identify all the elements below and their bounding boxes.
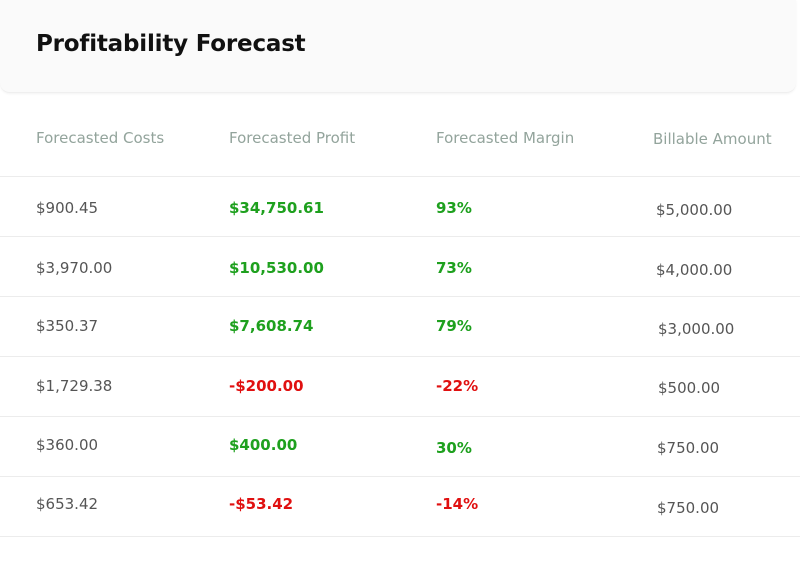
table-row: $1,729.38 -$200.00 -22% $500.00 [0, 357, 800, 417]
cell-forecasted-margin: 93% [436, 199, 472, 217]
table-row: $900.45 $34,750.61 93% $5,000.00 [0, 177, 800, 237]
column-header-forecasted-margin: Forecasted Margin [436, 129, 575, 147]
cell-forecasted-profit: -$200.00 [229, 377, 304, 395]
cell-forecasted-margin: 73% [436, 259, 472, 277]
cell-forecasted-cost: $653.42 [36, 495, 99, 513]
cell-forecasted-profit: $10,530.00 [229, 259, 324, 277]
cell-billable-amount: $3,000.00 [658, 320, 735, 338]
cell-billable-amount: $500.00 [658, 379, 721, 397]
cell-billable-amount: $750.00 [657, 439, 720, 457]
cell-forecasted-cost: $1,729.38 [36, 377, 113, 395]
cell-forecasted-profit: $34,750.61 [229, 199, 324, 217]
cell-forecasted-margin: 30% [436, 439, 472, 457]
cell-forecasted-cost: $3,970.00 [36, 259, 113, 277]
table-row: $350.37 $7,608.74 79% $3,000.00 [0, 297, 800, 357]
column-header-forecasted-costs: Forecasted Costs [36, 129, 165, 147]
table-row: $653.42 -$53.42 -14% $750.00 [0, 477, 800, 537]
column-header-billable-amount: Billable Amount [653, 130, 772, 148]
cell-forecasted-profit: -$53.42 [229, 495, 294, 513]
cell-billable-amount: $750.00 [657, 499, 720, 517]
cell-forecasted-cost: $900.45 [36, 199, 99, 217]
column-header-forecasted-profit: Forecasted Profit [229, 129, 356, 147]
cell-forecasted-margin: -22% [436, 377, 479, 395]
cell-billable-amount: $4,000.00 [656, 261, 733, 279]
table-row: $3,970.00 $10,530.00 73% $4,000.00 [0, 237, 800, 297]
table-header-row: Forecasted Costs Forecasted Profit Forec… [0, 92, 800, 177]
cell-forecasted-cost: $350.37 [36, 317, 99, 335]
cell-billable-amount: $5,000.00 [656, 201, 733, 219]
cell-forecasted-margin: -14% [436, 495, 479, 513]
cell-forecasted-profit: $7,608.74 [229, 317, 314, 335]
table-row: $360.00 $400.00 30% $750.00 [0, 417, 800, 477]
panel-header: Profitability Forecast [0, 0, 796, 93]
page-title: Profitability Forecast [36, 31, 306, 57]
cell-forecasted-profit: $400.00 [229, 436, 298, 454]
cell-forecasted-cost: $360.00 [36, 436, 99, 454]
cell-forecasted-margin: 79% [436, 317, 472, 335]
